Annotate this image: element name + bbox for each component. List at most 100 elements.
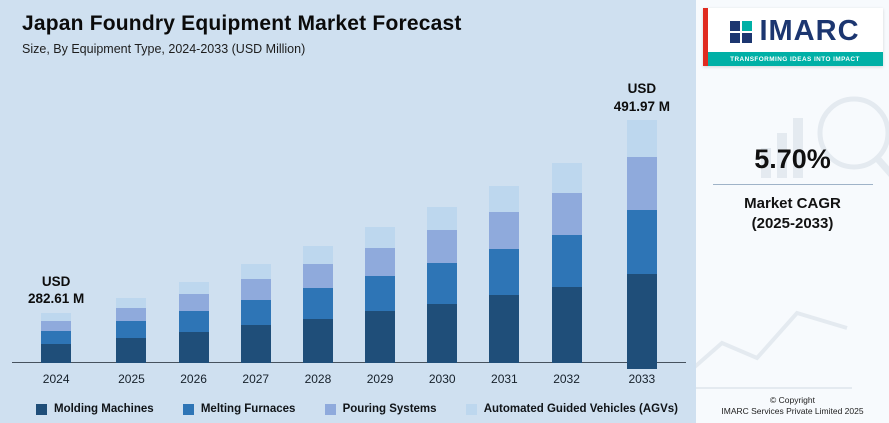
bar-segment bbox=[240, 264, 271, 280]
x-axis-label-2024: 2024 bbox=[42, 372, 70, 386]
bar-segment bbox=[302, 288, 333, 319]
stacked-bar-2033 bbox=[626, 120, 657, 369]
bar-segment bbox=[41, 344, 72, 363]
bar-annotation-2033: USD 491.97 M bbox=[614, 80, 670, 115]
bar-segment bbox=[626, 120, 657, 158]
bar-segment bbox=[41, 313, 72, 321]
bar-segment bbox=[551, 235, 582, 287]
imarc-logo-card: IMARC TRANSFORMING IDEAS INTO IMPACT bbox=[702, 8, 883, 66]
legend-swatch bbox=[36, 403, 47, 415]
bar-segment bbox=[427, 230, 458, 264]
copyright-line1: © Copyright bbox=[769, 395, 815, 405]
bar-segment bbox=[240, 299, 271, 326]
stacked-bar-2032 bbox=[551, 163, 582, 363]
bar-segment bbox=[116, 297, 147, 308]
x-axis-label-2031: 2031 bbox=[491, 372, 518, 386]
bar-segment bbox=[116, 338, 147, 363]
legend-swatch bbox=[182, 403, 194, 415]
imarc-logo-tagline: TRANSFORMING IDEAS INTO IMPACT bbox=[707, 52, 883, 66]
x-axis-label-2030: 2030 bbox=[428, 372, 456, 386]
page-title: Japan Foundry Equipment Market Forecast bbox=[22, 12, 462, 35]
bar-segment bbox=[240, 279, 271, 300]
bar-segment bbox=[302, 318, 333, 363]
bars-container: USD 282.61 M 2024 2025 2026 2027 2028 2029 2030 2… bbox=[12, 80, 686, 387]
cagr-divider bbox=[712, 184, 873, 185]
annotation-line: USD bbox=[41, 273, 71, 289]
bar-group-2025: 2025 bbox=[116, 80, 147, 387]
bar-segment bbox=[240, 325, 271, 363]
decorative-lines-graphic bbox=[696, 310, 852, 389]
cagr-value: 5.70% bbox=[754, 144, 831, 174]
imarc-logo-icon bbox=[730, 20, 753, 43]
bar-segment bbox=[365, 227, 396, 248]
bar-segment bbox=[551, 193, 582, 235]
bar-segment bbox=[178, 310, 209, 332]
bar-segment bbox=[489, 249, 520, 296]
x-axis-label-2026: 2026 bbox=[180, 372, 207, 386]
bar-group-2027: 2027 bbox=[240, 80, 271, 387]
bar-segment bbox=[626, 157, 657, 210]
bar-segment bbox=[365, 247, 396, 277]
bar-group-2026: 2026 bbox=[178, 80, 209, 387]
bar-group-2031: 2031 bbox=[489, 80, 520, 387]
stacked-bar-2029 bbox=[365, 227, 396, 363]
x-axis-label-2028: 2028 bbox=[304, 372, 332, 386]
legend-swatch bbox=[465, 403, 477, 415]
x-axis-label-2033: 2033 bbox=[628, 372, 656, 386]
bar-segment bbox=[116, 321, 147, 339]
bar-segment bbox=[489, 295, 520, 363]
legend-label: Molding Machines bbox=[54, 403, 154, 415]
x-axis-label-2025: 2025 bbox=[118, 372, 145, 386]
bar-segment bbox=[178, 331, 209, 363]
x-axis-label-2029: 2029 bbox=[366, 372, 394, 386]
chart-subtitle: Size, By Equipment Type, 2024-2033 (USD … bbox=[22, 42, 306, 56]
brand-sidebar: IMARC TRANSFORMING IDEAS INTO IMPACT 5.7… bbox=[696, 0, 889, 423]
cagr-label: Market CAGR bbox=[744, 195, 841, 212]
bar-group-2030: 2030 bbox=[427, 80, 458, 387]
legend-item: Pouring Systems bbox=[324, 403, 437, 415]
bar-segment bbox=[427, 207, 458, 231]
stacked-bar-2027 bbox=[240, 264, 271, 363]
plot-area: USD 282.61 M 2024 2025 2026 2027 2028 2029 2030 2… bbox=[12, 80, 686, 387]
bar-segment bbox=[302, 263, 333, 289]
annotation-line: USD bbox=[627, 81, 657, 96]
legend-item: Automated Guided Vehicles (AGVs) bbox=[465, 403, 678, 415]
stacked-bar-2025 bbox=[116, 297, 147, 363]
cagr-block: 5.70% Market CAGR (2025-2033) bbox=[712, 144, 873, 232]
bar-segment bbox=[178, 281, 209, 294]
bar-segment bbox=[427, 263, 458, 304]
bar-segment bbox=[41, 331, 72, 344]
imarc-logo-text: IMARC bbox=[759, 15, 860, 47]
annotation-line: 491.97 M bbox=[613, 98, 670, 114]
annotation-line: 282.61 M bbox=[28, 291, 85, 307]
bar-group-2028: 2028 bbox=[302, 80, 333, 387]
stacked-bar-2024 bbox=[41, 313, 72, 363]
copyright-line2: IMARC Services Private Limited 2025 bbox=[721, 406, 864, 416]
bar-group-2033: USD 491.97 M 2033 bbox=[614, 80, 670, 387]
legend-label: Melting Furnaces bbox=[200, 403, 296, 415]
legend-item: Melting Furnaces bbox=[182, 403, 296, 415]
bar-segment bbox=[489, 185, 520, 213]
bar-segment bbox=[551, 163, 582, 193]
bar-segment bbox=[116, 307, 147, 322]
bar-group-2029: 2029 bbox=[365, 80, 396, 387]
bar-segment bbox=[365, 276, 396, 312]
cagr-period: (2025-2033) bbox=[751, 215, 834, 232]
bar-segment bbox=[551, 287, 582, 363]
stacked-bar-2031 bbox=[489, 185, 520, 363]
bar-segment bbox=[626, 209, 657, 275]
stacked-bar-2030 bbox=[427, 207, 458, 363]
bar-group-2032: 2032 bbox=[551, 80, 582, 387]
legend-swatch bbox=[324, 403, 336, 415]
stacked-bar-2026 bbox=[178, 281, 209, 364]
bar-segment bbox=[365, 311, 396, 363]
bar-annotation-2024: USD 282.61 M bbox=[28, 273, 84, 308]
x-axis-label-2027: 2027 bbox=[242, 372, 270, 386]
x-axis-label-2032: 2032 bbox=[553, 372, 580, 386]
imarc-logo-row: IMARC bbox=[708, 8, 883, 52]
chart-legend: Molding Machines Melting Furnaces Pouring … bbox=[36, 403, 678, 415]
legend-label: Automated Guided Vehicles (AGVs) bbox=[483, 403, 678, 415]
legend-label: Pouring Systems bbox=[342, 403, 437, 415]
x-axis-line bbox=[12, 361, 686, 363]
